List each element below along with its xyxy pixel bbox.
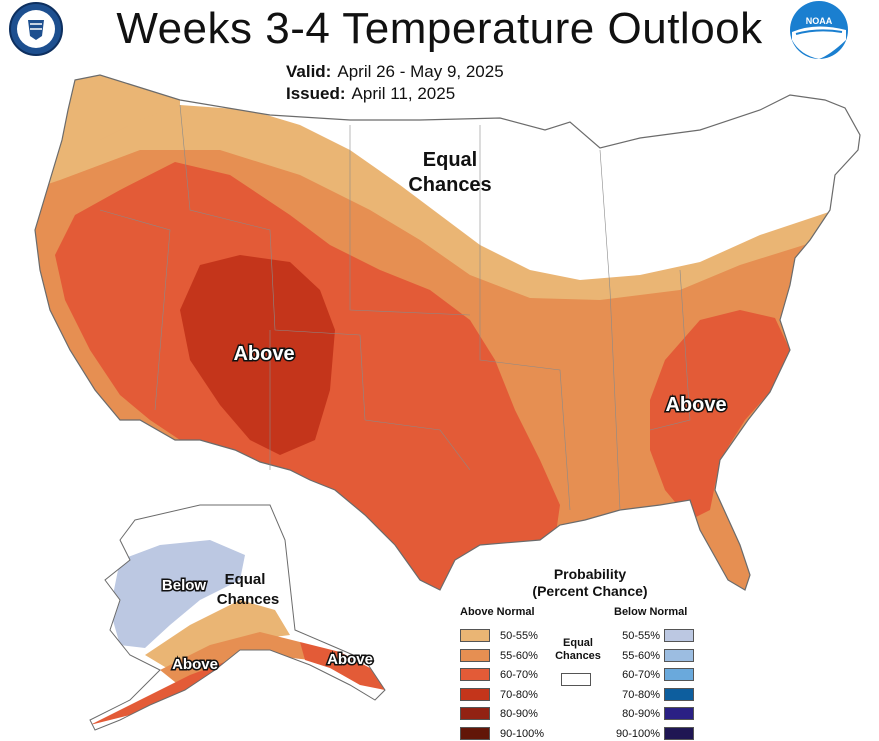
noaa-logo-icon: NOAA	[790, 1, 848, 60]
map-labels: Equal Chances Above Above Below Equal Ch…	[160, 149, 728, 675]
legend-below-swatch-0	[664, 629, 694, 642]
state-lines	[99, 104, 691, 511]
legend-above-swatch-4	[460, 707, 490, 720]
legend-below-label-1: 55-60%	[622, 649, 660, 662]
legend-above-label-1: 55-60%	[500, 649, 538, 662]
valid-row: Valid: April 26 - May 9, 2025	[286, 62, 504, 82]
ak-equal-line1: Equal	[225, 571, 266, 588]
legend-below-label-5: 90-100%	[615, 727, 660, 740]
legend-above-label-5: 90-100%	[500, 727, 545, 740]
legend-below-label-3: 70-80%	[622, 688, 660, 701]
legend-above-label-3: 70-80%	[500, 688, 538, 701]
conus-equal-line2: Chances	[408, 174, 491, 196]
legend-above-swatch-3	[460, 687, 490, 701]
legend-above-swatch-0	[460, 629, 490, 642]
legend-below-label-0: 50-55%	[622, 630, 660, 642]
conus-above-west: Above	[233, 343, 294, 365]
legend-title-line1: Probability	[553, 566, 627, 582]
legend-above-header: Above Normal	[460, 606, 535, 618]
legend-above-swatch-5	[460, 726, 490, 740]
legend-below-swatch-4	[664, 707, 694, 720]
doc-seal-icon	[9, 2, 63, 56]
legend-below-swatch-3	[664, 687, 694, 701]
legend-below-label-4: 80-90%	[622, 708, 660, 720]
legend-below-swatch-2	[664, 668, 694, 681]
legend-below-header: Below Normal	[614, 606, 688, 618]
ak-above-se: Above	[327, 651, 373, 668]
page-title: Weeks 3-4 Temperature Outlook	[116, 4, 763, 53]
legend-below-swatch-1	[664, 648, 694, 662]
legend-below-swatch-5	[664, 726, 694, 740]
issued-row: Issued: April 11, 2025	[286, 84, 455, 104]
conus-equal-line1: Equal	[423, 149, 477, 171]
svg-text:NOAA: NOAA	[806, 16, 833, 26]
legend-above-label-4: 80-90%	[500, 708, 538, 720]
issued-label: Issued:	[286, 84, 346, 103]
ak-below: Below	[162, 577, 207, 594]
ak-above-sw: Above	[172, 656, 218, 673]
legend-equal-line2: Chances	[555, 650, 601, 662]
issued-value: April 11, 2025	[351, 84, 456, 103]
legend-below-label-2: 60-70%	[622, 669, 660, 681]
conus-above-east: Above	[665, 394, 726, 416]
legend-above-label-0: 50-55%	[500, 630, 538, 642]
legend-equal-line1: Equal	[563, 637, 593, 649]
valid-value: April 26 - May 9, 2025	[337, 62, 504, 81]
legend-above-label-2: 60-70%	[500, 669, 538, 681]
valid-label: Valid:	[286, 62, 332, 81]
alaska-shading	[90, 505, 385, 730]
ak-equal-line2: Chances	[217, 591, 280, 608]
legend-above-swatch-1	[460, 648, 490, 662]
legend-title-line2: (Percent Chance)	[532, 583, 648, 599]
legend-above-swatch-2	[460, 668, 490, 681]
legend-equal-swatch	[561, 673, 591, 686]
